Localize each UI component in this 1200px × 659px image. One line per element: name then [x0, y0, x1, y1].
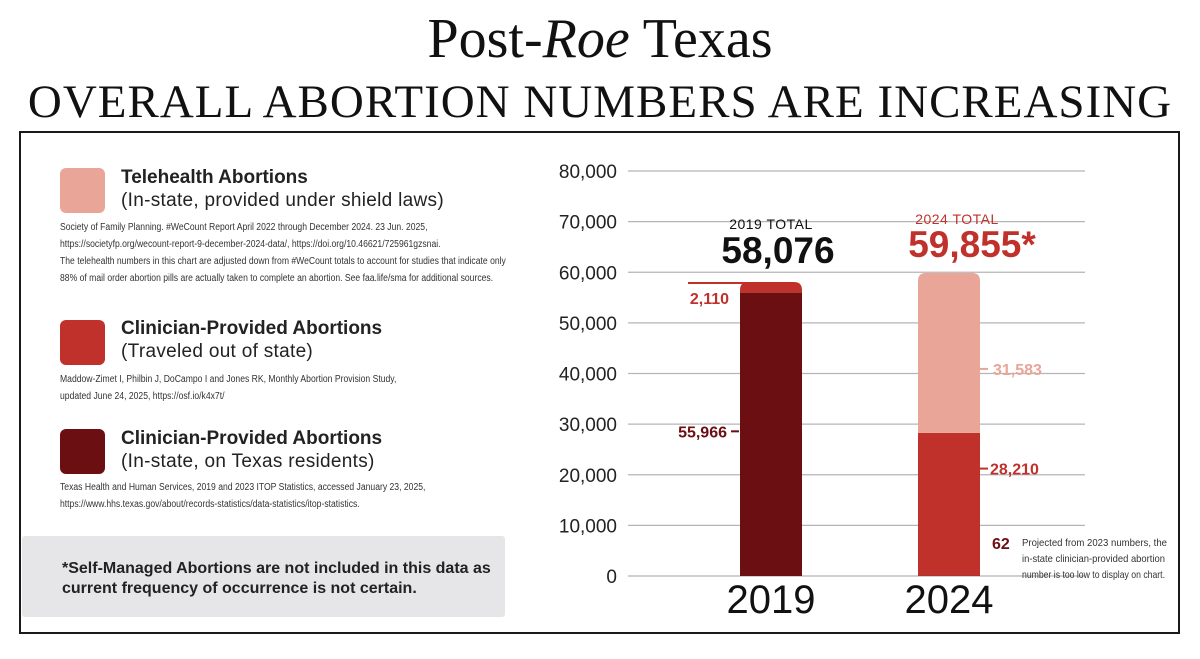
- y-tick-label: 0: [606, 567, 617, 588]
- legend-sub-in-state: (In-state, on Texas residents): [121, 451, 375, 472]
- y-tick-label: 40,000: [559, 365, 617, 386]
- total-value-2024: 59,855*: [908, 224, 1036, 265]
- segment-label: 2,110: [690, 291, 729, 308]
- legend-source-out-of-state: Maddow-Zimet I, Philbin J, DoCampo I and…: [60, 371, 464, 405]
- source-line: updated June 24, 2025, https://osf.io/k4…: [60, 391, 225, 402]
- bar-segment: [740, 292, 802, 576]
- page-title: Post-Roe Texas: [0, 6, 1200, 72]
- bar-segment: [740, 281, 802, 293]
- footnote-text: *Self-Managed Abortions are not included…: [62, 560, 491, 597]
- title-part-pre: Post-: [427, 8, 543, 70]
- y-tick-label: 60,000: [559, 263, 617, 284]
- legend-source-in-state: Texas Health and Human Services, 2019 an…: [60, 479, 464, 513]
- x-tick-label: 2024: [905, 578, 994, 622]
- y-tick-label: 70,000: [559, 213, 617, 234]
- annotation-line: Projected from 2023 numbers, the: [1022, 537, 1167, 549]
- legend-source-telehealth: Society of Family Planning. #WeCount Rep…: [60, 219, 507, 287]
- legend-swatch-out-of-state: [60, 320, 105, 365]
- bar-segment: [918, 272, 980, 433]
- source-line: https://www.hhs.texas.gov/about/records-…: [60, 499, 360, 510]
- footnote-box: *Self-Managed Abortions are not included…: [22, 536, 505, 617]
- segment-label: 28,210: [990, 462, 1039, 479]
- title-part-italic: Roe: [542, 8, 630, 70]
- source-line: Maddow-Zimet I, Philbin J, DoCampo I and…: [60, 374, 397, 385]
- y-tick-label: 10,000: [559, 516, 617, 537]
- annotation-line: number is too low to display on chart.: [1022, 569, 1165, 581]
- legend-swatch-in-state: [60, 429, 105, 474]
- source-line: The telehealth numbers in this chart are…: [60, 256, 506, 267]
- total-label-2019: 2019 TOTAL: [729, 216, 813, 232]
- y-tick-label: 80,000: [559, 162, 617, 183]
- y-tick-label: 20,000: [559, 466, 617, 487]
- x-tick-label: 2019: [727, 578, 816, 622]
- total-label-2024: 2024 TOTAL: [915, 211, 999, 227]
- bar-segment: [918, 432, 980, 576]
- chart-frame: [19, 131, 1180, 634]
- legend-swatch-telehealth: [60, 168, 105, 213]
- legend-title-telehealth: Telehealth Abortions: [121, 167, 308, 188]
- legend-sub-out-of-state: (Traveled out of state): [121, 341, 314, 362]
- total-value-2019: 58,076: [721, 230, 834, 271]
- page-subtitle: OVERALL ABORTION NUMBERS ARE INCREASING: [27, 76, 1173, 128]
- annotation-line: in-state clinician-provided abortion: [1022, 553, 1165, 565]
- y-tick-label: 30,000: [559, 415, 617, 436]
- source-line: Texas Health and Human Services, 2019 an…: [60, 482, 426, 493]
- title-part-post: Texas: [629, 8, 773, 70]
- source-line: Society of Family Planning. #WeCount Rep…: [60, 222, 428, 233]
- segment-label: 55,966: [678, 424, 727, 441]
- segment-label: 31,583: [993, 362, 1042, 379]
- segment-label: 62: [992, 536, 1010, 553]
- y-tick-label: 50,000: [559, 314, 617, 335]
- source-line: 88% of mail order abortion pills are act…: [60, 273, 494, 284]
- legend-title-in-state: Clinician-Provided Abortions: [121, 428, 383, 449]
- source-line: https://societyfp.org/wecount-report-9-d…: [60, 239, 441, 250]
- legend-sub-telehealth: (In-state, provided under shield laws): [121, 190, 444, 211]
- legend-title-out-of-state: Clinician-Provided Abortions: [121, 318, 383, 339]
